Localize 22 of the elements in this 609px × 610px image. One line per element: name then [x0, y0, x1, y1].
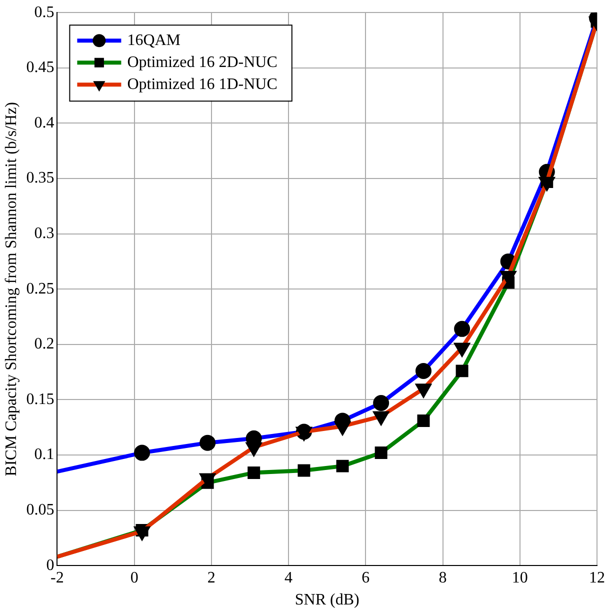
- y-tick-label: 0.1: [34, 446, 54, 464]
- x-tick-label: 8: [438, 569, 447, 586]
- y-tick-label: 0.45: [26, 59, 54, 76]
- y-tick-label: 0.35: [26, 170, 54, 187]
- x-tick-label: 10: [512, 569, 528, 586]
- y-tick-label: 0.5: [34, 4, 54, 21]
- legend-label: Optimized 16 2D-NUC: [127, 54, 278, 71]
- x-tick-label: 2: [207, 569, 216, 586]
- y-tick-label: 0.15: [26, 390, 54, 408]
- legend-label: Optimized 16 1D-NUC: [127, 76, 278, 93]
- x-axis-title: SNR (dB): [294, 592, 360, 609]
- x-tick-label: 6: [362, 569, 370, 586]
- y-tick-label: 0.4: [34, 114, 54, 132]
- y-tick-label: 0.05: [26, 502, 54, 519]
- legend-label: 16QAM: [127, 32, 181, 49]
- x-tick-label: 12: [589, 569, 605, 586]
- x-tick-label: 4: [284, 569, 293, 586]
- x-tick-label: 0: [130, 569, 138, 586]
- y-axis-title: BICM Capacity Shortcoming from Shannon limit (b/s/Hz): [2, 102, 20, 476]
- y-tick-label: 0.3: [34, 225, 54, 242]
- y-tick-label: 0.2: [34, 336, 54, 353]
- y-tick-label: 0.25: [26, 280, 54, 298]
